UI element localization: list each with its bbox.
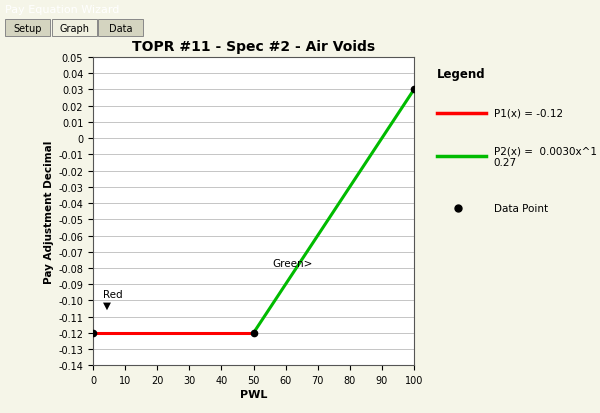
- Bar: [98, 20, 143, 37]
- Bar: [5, 20, 50, 37]
- Title: TOPR #11 - Spec #2 - Air Voids: TOPR #11 - Spec #2 - Air Voids: [132, 40, 375, 54]
- Text: P2(x) =  0.0030x^1
0.27: P2(x) = 0.0030x^1 0.27: [494, 146, 597, 168]
- Text: Green>: Green>: [273, 259, 313, 268]
- Text: Red
▼: Red ▼: [103, 290, 122, 311]
- Y-axis label: Pay Adjustment Decimal: Pay Adjustment Decimal: [44, 140, 54, 283]
- X-axis label: PWL: PWL: [240, 389, 267, 399]
- Text: Graph: Graph: [59, 24, 89, 33]
- Text: Data Point: Data Point: [494, 204, 548, 214]
- Bar: [52, 20, 97, 37]
- Text: P1(x) = -0.12: P1(x) = -0.12: [494, 108, 563, 118]
- Text: Data: Data: [109, 24, 133, 33]
- Text: Pay Equation Wizard: Pay Equation Wizard: [5, 5, 119, 15]
- Text: Legend: Legend: [437, 68, 486, 81]
- Text: Setup: Setup: [13, 24, 41, 33]
